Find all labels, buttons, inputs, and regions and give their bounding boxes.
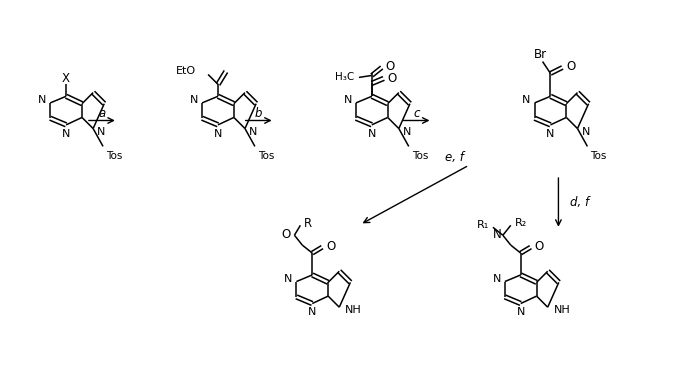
Text: N: N: [582, 126, 590, 137]
Text: O: O: [388, 72, 397, 85]
Text: N: N: [38, 95, 46, 105]
Text: N: N: [403, 126, 411, 137]
Text: N: N: [308, 308, 317, 317]
Text: EtO: EtO: [176, 67, 196, 77]
Text: O: O: [281, 228, 291, 241]
Text: O: O: [326, 240, 336, 253]
Text: N: N: [62, 129, 71, 139]
Text: R₂: R₂: [514, 218, 527, 228]
Text: O: O: [566, 60, 575, 73]
Text: Tos: Tos: [258, 151, 274, 161]
Text: N: N: [344, 95, 352, 105]
Text: N: N: [189, 95, 198, 105]
Text: N: N: [284, 273, 292, 283]
Text: NH: NH: [345, 305, 362, 315]
Text: X: X: [62, 72, 70, 85]
Text: Tos: Tos: [106, 151, 122, 161]
Text: N: N: [547, 129, 555, 139]
Text: N: N: [493, 228, 502, 241]
Text: a: a: [99, 107, 106, 120]
Text: N: N: [522, 95, 531, 105]
Text: R: R: [304, 217, 312, 230]
Text: O: O: [386, 60, 395, 73]
Text: N: N: [368, 129, 376, 139]
Text: Br: Br: [534, 48, 547, 61]
Text: Tos: Tos: [591, 151, 607, 161]
Text: N: N: [214, 129, 222, 139]
Text: N: N: [97, 126, 106, 137]
Text: NH: NH: [554, 305, 570, 315]
Text: Tos: Tos: [412, 151, 428, 161]
Text: c: c: [413, 107, 419, 120]
Text: O: O: [535, 240, 544, 253]
Text: N: N: [249, 126, 257, 137]
Text: H₃C: H₃C: [335, 73, 354, 83]
Text: N: N: [493, 273, 501, 283]
Text: e, f: e, f: [445, 151, 464, 164]
Text: N: N: [517, 308, 525, 317]
Text: R₁: R₁: [477, 220, 489, 230]
Text: b: b: [255, 107, 262, 120]
Text: d, f: d, f: [570, 196, 589, 209]
